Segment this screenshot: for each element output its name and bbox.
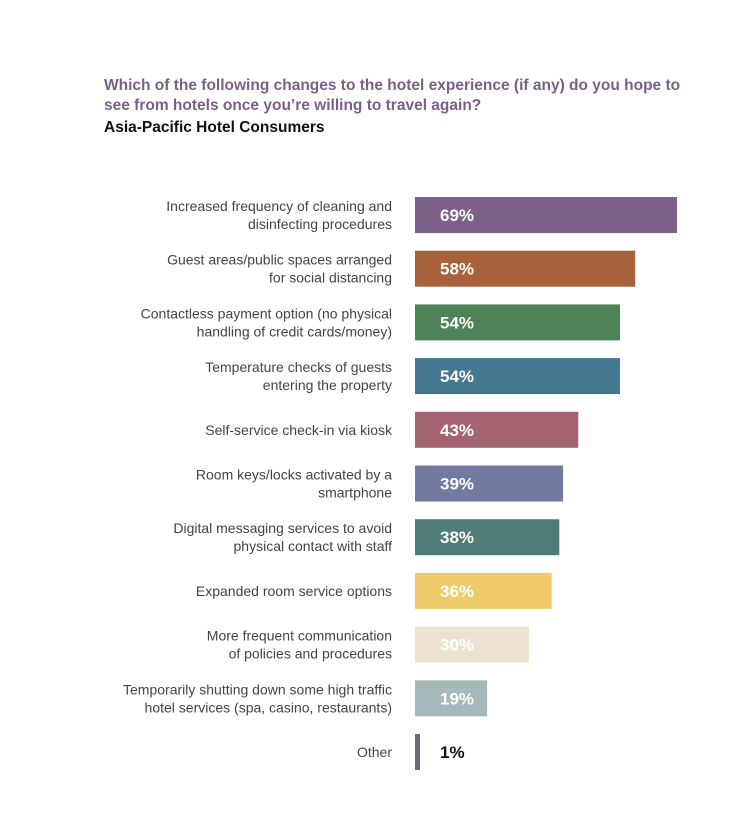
category-label-line: Increased frequency of cleaning and	[166, 198, 392, 214]
category-label: Increased frequency of cleaning and disin…	[166, 198, 392, 232]
category-label-line: Guest areas/public spaces arranged	[167, 252, 392, 268]
category-label-line: Other	[357, 744, 392, 760]
category-label-line: Contactless payment option (no physical	[141, 305, 392, 321]
category-label-line: entering the property	[263, 377, 392, 393]
category-label: More frequent communication of policies a…	[207, 628, 392, 662]
bar	[415, 197, 677, 233]
chart-title: Which of the following changes to the ho…	[104, 77, 681, 114]
bar	[415, 734, 420, 770]
bar	[415, 304, 620, 341]
bar	[415, 572, 552, 609]
bar	[415, 358, 620, 395]
bar	[415, 465, 564, 502]
category-label-line: for social distancing	[269, 270, 392, 286]
category-label: Contactless payment option (no physical h…	[141, 305, 392, 339]
bar-value-label: 39%	[440, 475, 474, 494]
category-label-line: physical contact with staff	[234, 538, 393, 554]
bar	[415, 519, 560, 556]
category-label-line: hotel services (spa, casino, restaurants…	[145, 699, 392, 715]
bar	[415, 680, 488, 717]
category-label-line: Temperature checks of guests	[205, 359, 392, 375]
category-label: Digital messaging services to avoid physi…	[173, 520, 392, 554]
category-label-line: Expanded room service options	[196, 583, 392, 599]
category-label-line: Temporarily shutting down some high traf…	[123, 681, 392, 697]
category-label-line: handling of credit cards/money)	[197, 323, 392, 339]
bar-value-label: 54%	[440, 367, 474, 386]
category-label: Temporarily shutting down some high traf…	[123, 681, 392, 715]
bar-value-label: 43%	[440, 421, 474, 440]
bar-value-label: 19%	[440, 689, 474, 708]
category-label-line: disinfecting procedures	[248, 216, 392, 232]
bar	[415, 250, 636, 287]
category-label: Room keys/locks activated by a smartphone	[196, 467, 392, 501]
category-label: Self-service check-in via kiosk	[205, 422, 393, 438]
category-label-line: smartphone	[318, 485, 392, 501]
bar-value-label: 36%	[440, 582, 474, 601]
bar-value-label: 1%	[440, 743, 465, 762]
category-label: Temperature checks of guests entering the…	[205, 359, 392, 393]
category-label-line: Room keys/locks activated by a	[196, 467, 392, 483]
bar-value-label: 38%	[440, 528, 474, 547]
category-label-line: Digital messaging services to avoid	[173, 520, 392, 536]
bar-value-label: 54%	[440, 313, 474, 332]
category-label: Expanded room service options	[196, 583, 392, 599]
bar	[415, 626, 529, 663]
bar-value-label: 69%	[440, 206, 474, 225]
category-label-line: More frequent communication	[207, 628, 392, 644]
category-label-line: of policies and procedures	[229, 646, 392, 662]
category-label: Guest areas/public spaces arranged for so…	[167, 252, 392, 286]
chart-subtitle: Asia-Pacific Hotel Consumers	[104, 119, 325, 136]
category-label: Other	[357, 744, 392, 760]
bar	[415, 411, 579, 448]
category-label-line: Self-service check-in via kiosk	[205, 422, 393, 438]
bar-value-label: 30%	[440, 636, 474, 655]
bar-value-label: 58%	[440, 260, 474, 279]
